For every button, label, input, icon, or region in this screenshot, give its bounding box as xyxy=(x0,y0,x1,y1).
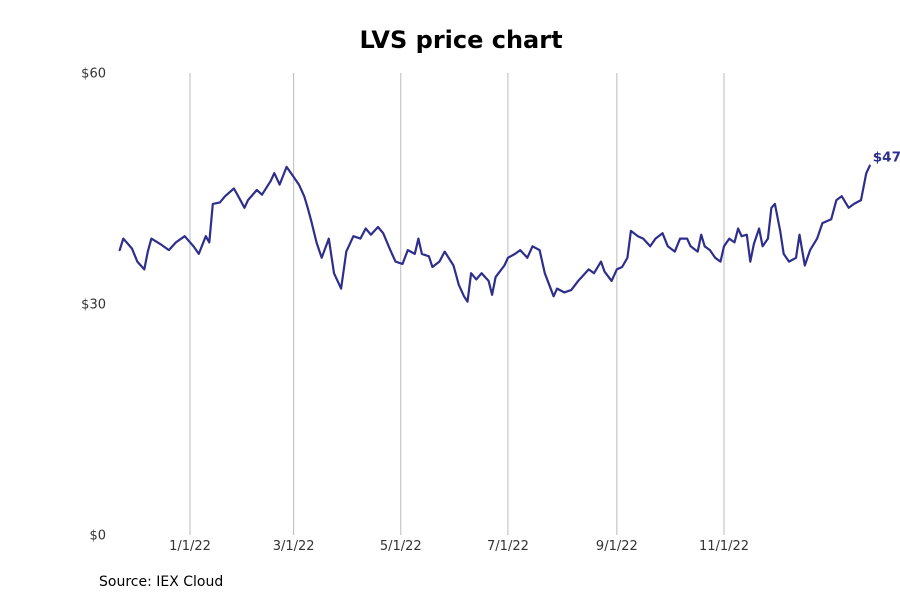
y-axis-ticks: $0 $30 $60 xyxy=(81,67,106,544)
x-tick-label: 3/1/22 xyxy=(273,539,315,554)
last-price-label: $47.96 xyxy=(873,150,900,166)
x-axis-ticks: 1/1/22 3/1/22 5/1/22 7/1/22 9/1/22 11/1/22 xyxy=(169,539,749,554)
end-value-label-group: $47.96 xyxy=(873,150,900,166)
x-tick-label: 9/1/22 xyxy=(596,539,638,554)
x-tick-label: 11/1/22 xyxy=(699,539,749,554)
price-series xyxy=(118,164,871,303)
y-tick-label: $0 xyxy=(89,529,106,544)
chart-title: LVS price chart xyxy=(359,26,563,54)
gridlines xyxy=(189,73,725,535)
y-tick-label: $60 xyxy=(81,67,106,82)
x-tick-label: 7/1/22 xyxy=(487,539,529,554)
source-note: Source: IEX Cloud xyxy=(99,574,224,590)
price-line xyxy=(118,164,871,303)
x-tick-label: 1/1/22 xyxy=(169,539,211,554)
y-tick-label: $30 xyxy=(81,298,106,313)
x-tick-label: 5/1/22 xyxy=(380,539,422,554)
